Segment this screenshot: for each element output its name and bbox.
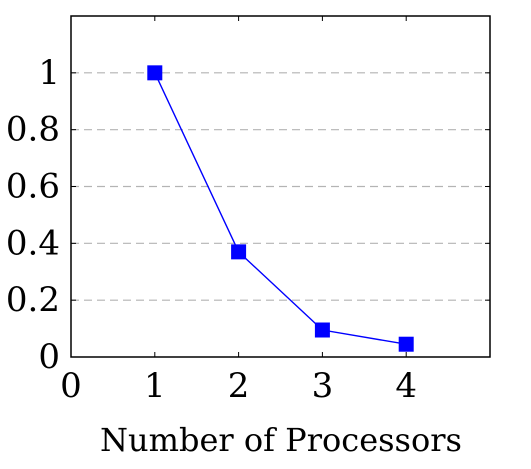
data-point-marker <box>314 322 330 338</box>
y-tick-label: 0.8 <box>6 110 60 150</box>
x-tick-label: 0 <box>60 366 82 406</box>
grid-lines <box>71 72 490 301</box>
x-tick-label: 1 <box>144 366 166 406</box>
plot-frame <box>70 15 491 358</box>
x-axis-title: Number of Processors <box>100 421 462 459</box>
data-point-marker <box>231 244 247 260</box>
series-line <box>154 72 407 345</box>
series-group <box>147 65 414 352</box>
x-tick-label: 3 <box>312 366 334 406</box>
y-tick-label: 0.6 <box>6 167 60 207</box>
data-point-marker <box>147 65 163 81</box>
y-tick-label: 0.4 <box>6 223 60 263</box>
y-axis-ticks: 0 0.2 0.4 0.6 0.8 1 <box>6 53 490 377</box>
x-tick-label: 4 <box>395 366 417 406</box>
y-tick-label: 0.2 <box>6 280 60 320</box>
data-point-marker <box>398 336 414 352</box>
x-axis-ticks: 0 1 2 3 4 <box>60 16 417 406</box>
y-tick-label: 0 <box>38 337 60 377</box>
x-tick-label: 2 <box>228 366 250 406</box>
y-tick-label: 1 <box>38 53 60 93</box>
